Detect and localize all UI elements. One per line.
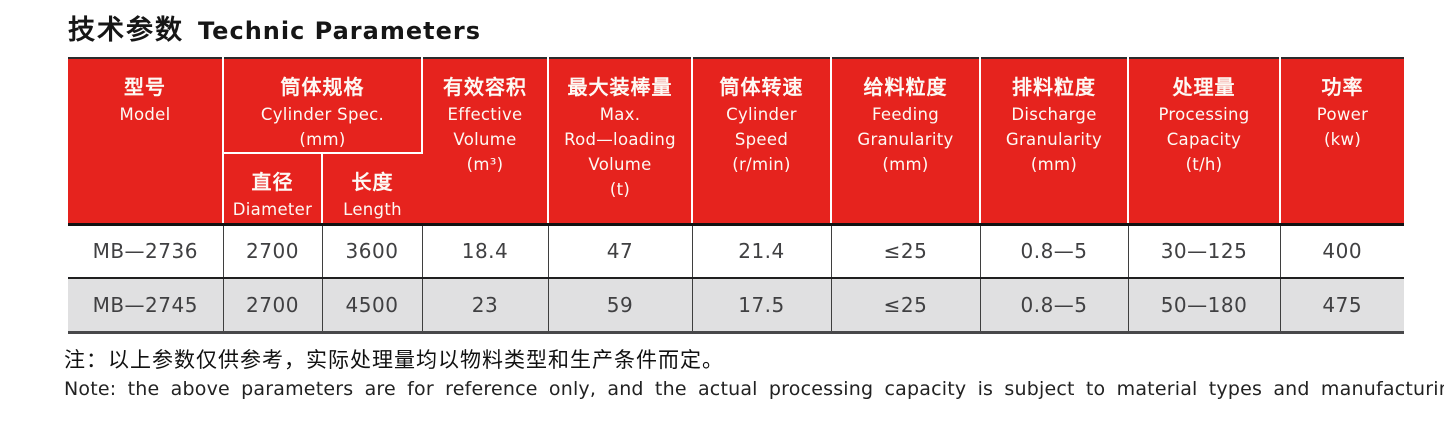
note-english: Note: the above parameters are for refer… xyxy=(64,378,1444,400)
header-cell-discharge-granularity: 排料粒度 Discharge Granularity (mm) xyxy=(980,58,1129,225)
table-header: 型号 Model 筒体规格 Cylinder Spec. (mm) 有效容积 E… xyxy=(68,58,1404,225)
header-model-en: Model xyxy=(119,105,171,124)
cell-processing-capacity: 30—125 xyxy=(1128,222,1281,279)
header-effective-volume-zh: 有效容积 xyxy=(443,75,527,99)
header-cylinder-spec-en: Cylinder Spec. xyxy=(260,105,385,124)
header-cylinder-speed-unit: (r/min) xyxy=(732,155,791,175)
header-effective-volume-en2: Volume xyxy=(453,130,517,150)
cell-power: 475 xyxy=(1280,277,1404,333)
cell-max-rod-loading: 59 xyxy=(548,277,693,333)
header-processing-en1: Processing xyxy=(1158,105,1250,124)
cell-feeding-granularity: ≤25 xyxy=(831,277,981,333)
header-cell-feeding-granularity: 给料粒度 Feeding Granularity (mm) xyxy=(831,58,981,225)
header-discharge-zh: 排料粒度 xyxy=(1012,75,1096,99)
header-length-zh: 长度 xyxy=(351,170,394,195)
cell-model: MB—2736 xyxy=(68,222,224,279)
header-processing-en2: Capacity xyxy=(1166,130,1242,150)
cell-max-rod-loading: 47 xyxy=(548,222,693,279)
spec-table-container: 型号 Model 筒体规格 Cylinder Spec. (mm) 有效容积 E… xyxy=(68,57,1404,334)
header-cell-cylinder-spec: 筒体规格 Cylinder Spec. (mm) xyxy=(223,58,423,155)
page-title: 技术参数 Technic Parameters xyxy=(68,8,481,47)
cell-diameter: 2700 xyxy=(223,277,323,333)
header-cell-max-rod-loading: 最大装棒量 Max. Rod—loading Volume (t) xyxy=(548,58,693,225)
header-cylinder-speed-en1: Cylinder xyxy=(726,105,797,124)
header-cylinder-speed-zh: 筒体转速 xyxy=(719,75,804,99)
header-cell-length: 长度 Length xyxy=(322,153,422,225)
header-max-rod-zh: 最大装棒量 xyxy=(567,75,673,99)
cell-effective-volume: 18.4 xyxy=(422,222,549,279)
header-row-sub: 直径 Diameter 长度 Length xyxy=(68,153,1404,225)
header-max-rod-en3: Volume xyxy=(588,155,652,175)
table-body: MB—2736 2700 3600 18.4 47 21.4 ≤25 0.8—5… xyxy=(68,222,1404,333)
cell-diameter: 2700 xyxy=(223,222,323,279)
cell-discharge-granularity: 0.8—5 xyxy=(980,277,1129,333)
header-feeding-en2: Granularity xyxy=(857,130,954,150)
cell-processing-capacity: 50—180 xyxy=(1128,277,1281,333)
header-diameter-zh: 直径 xyxy=(251,170,294,195)
header-cylinder-spec-zh: 筒体规格 xyxy=(280,75,365,99)
header-processing-unit: (t/h) xyxy=(1185,155,1223,175)
header-max-rod-en1: Max. xyxy=(599,105,641,124)
table-row: MB—2736 2700 3600 18.4 47 21.4 ≤25 0.8—5… xyxy=(68,222,1404,279)
page-title-zh: 技术参数 xyxy=(68,15,184,46)
header-power-zh: 功率 xyxy=(1321,75,1364,99)
header-cell-processing-capacity: 处理量 Processing Capacity (t/h) xyxy=(1128,58,1281,225)
header-cell-diameter: 直径 Diameter xyxy=(223,153,323,225)
cell-discharge-granularity: 0.8—5 xyxy=(980,222,1129,279)
header-effective-volume-unit: (m³) xyxy=(466,155,504,175)
cell-length: 4500 xyxy=(322,277,423,333)
cell-feeding-granularity: ≤25 xyxy=(831,222,981,279)
cell-power: 400 xyxy=(1280,222,1404,279)
header-power-en: Power xyxy=(1316,105,1369,124)
header-discharge-en1: Discharge xyxy=(1011,105,1097,124)
header-diameter-en: Diameter xyxy=(232,200,313,220)
header-feeding-en1: Feeding xyxy=(872,105,939,124)
header-discharge-en2: Granularity xyxy=(1005,130,1103,150)
note-chinese: 注：以上参数仅供参考，实际处理量均以物料类型和生产条件而定。 xyxy=(64,348,724,372)
cell-length: 3600 xyxy=(322,222,423,279)
cell-model: MB—2745 xyxy=(68,277,224,333)
cell-cylinder-speed: 17.5 xyxy=(692,277,832,333)
header-discharge-unit: (mm) xyxy=(1030,155,1078,175)
header-cell-power: 功率 Power (kw) xyxy=(1280,58,1404,225)
cell-cylinder-speed: 21.4 xyxy=(692,222,832,279)
header-power-unit: (kw) xyxy=(1323,130,1362,150)
cell-effective-volume: 23 xyxy=(422,277,549,333)
header-cell-model: 型号 Model xyxy=(68,58,224,225)
header-processing-zh: 处理量 xyxy=(1172,75,1236,99)
header-effective-volume-en1: Effective xyxy=(447,105,523,124)
header-feeding-zh: 给料粒度 xyxy=(863,75,948,99)
header-model-zh: 型号 xyxy=(124,75,166,99)
header-cell-cylinder-speed: 筒体转速 Cylinder Speed (r/min) xyxy=(692,58,832,225)
page-title-en: Technic Parameters xyxy=(198,17,481,45)
technic-parameters-table: 型号 Model 筒体规格 Cylinder Spec. (mm) 有效容积 E… xyxy=(68,57,1404,334)
header-length-en: Length xyxy=(343,200,402,220)
header-cylinder-speed-en2: Speed xyxy=(734,130,789,150)
header-cylinder-spec-unit: (mm) xyxy=(299,130,346,150)
header-cell-effective-volume: 有效容积 Effective Volume (m³) xyxy=(422,58,549,225)
header-max-rod-unit: (t) xyxy=(609,180,631,200)
header-feeding-unit: (mm) xyxy=(882,155,929,175)
header-row-main: 型号 Model 筒体规格 Cylinder Spec. (mm) 有效容积 E… xyxy=(68,58,1404,225)
header-max-rod-en2: Rod—loading xyxy=(564,130,676,150)
table-row: MB—2745 2700 4500 23 59 17.5 ≤25 0.8—5 5… xyxy=(68,277,1404,333)
